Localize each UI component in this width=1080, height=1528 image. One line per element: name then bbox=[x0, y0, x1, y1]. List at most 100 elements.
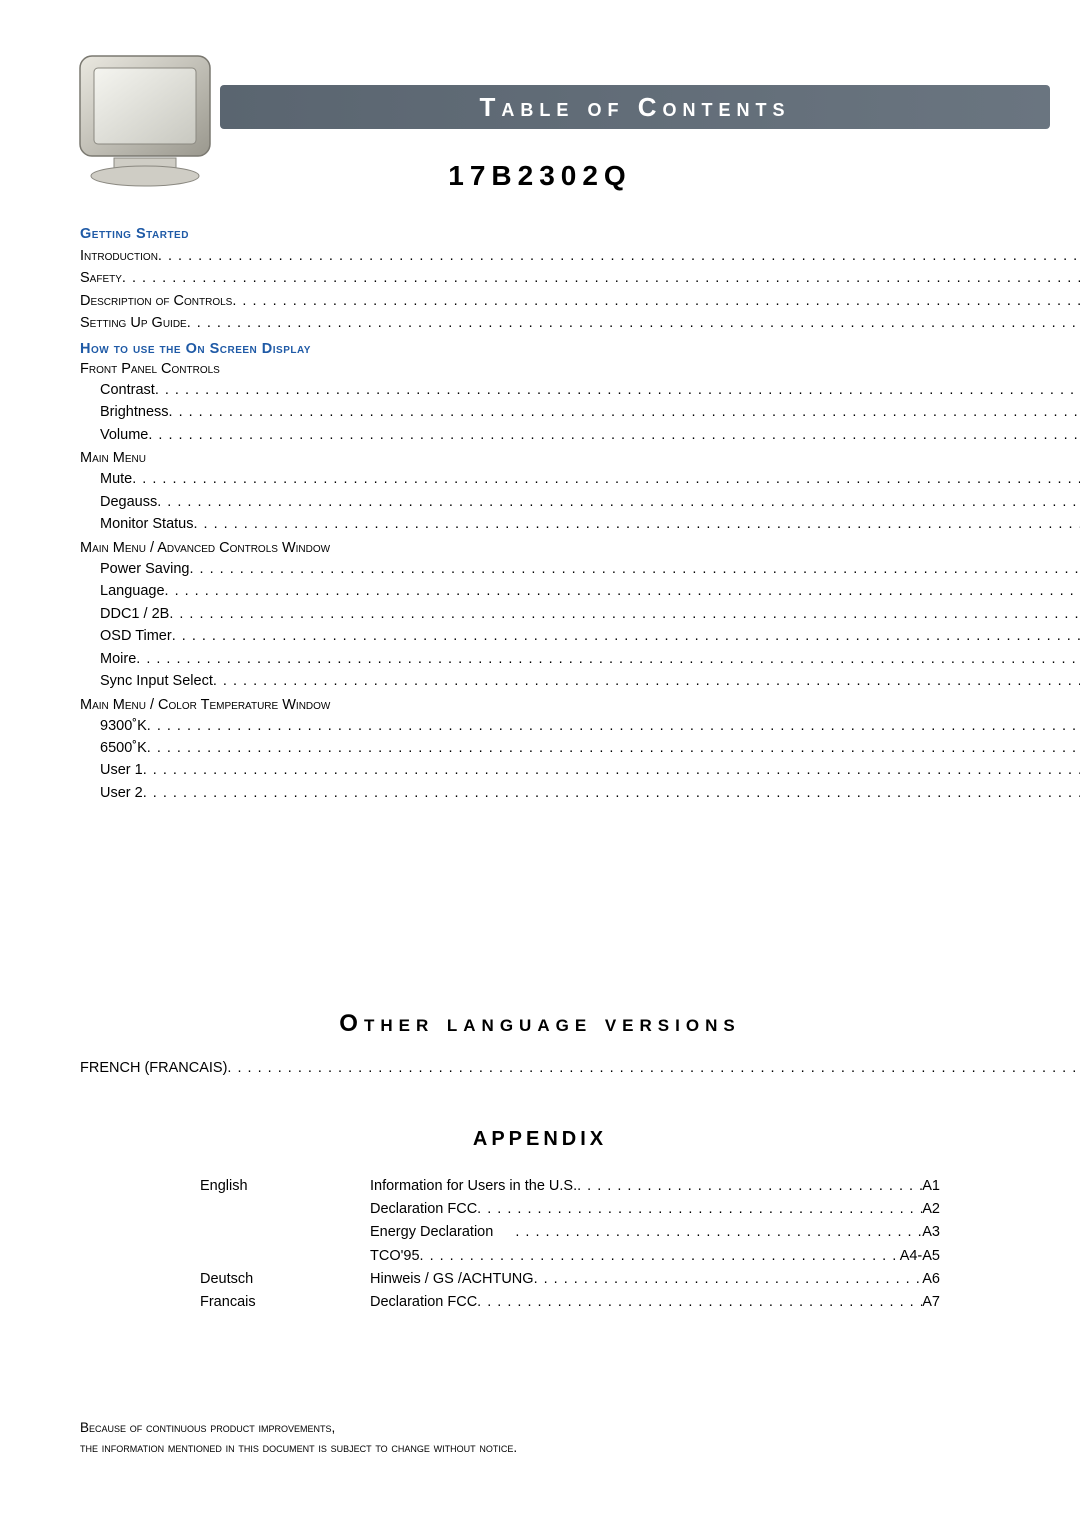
toc-dots bbox=[165, 580, 1080, 602]
toc-row: Brightness4 bbox=[80, 401, 1080, 423]
toc-row: Introduction1 bbox=[80, 245, 1080, 267]
toc-subhead: Main Menu bbox=[80, 450, 1080, 466]
toc-row: Sync Input Select9 bbox=[80, 670, 1080, 692]
toc-dots bbox=[136, 648, 1080, 670]
toc-dots bbox=[147, 737, 1080, 759]
toc-label: Monitor Status bbox=[100, 513, 194, 535]
toc-dots bbox=[155, 379, 1080, 401]
toc-label: Language bbox=[100, 580, 165, 602]
toc-label: Brightness bbox=[100, 401, 169, 423]
toc-row: Monitor Status6 bbox=[80, 513, 1080, 535]
toc-row: 6500˚K10 bbox=[80, 737, 1080, 759]
toc-row: Volume5 bbox=[80, 424, 1080, 446]
toc-row: 9300˚K10 bbox=[80, 715, 1080, 737]
toc-label: Degauss bbox=[100, 491, 157, 513]
toc-dots bbox=[172, 625, 1080, 647]
toc-label: Mute bbox=[100, 468, 132, 490]
toc-dots bbox=[147, 715, 1080, 737]
toc-row: User 211 bbox=[80, 782, 1080, 804]
appendix-page: A7 bbox=[922, 1291, 940, 1314]
appendix-lang: English bbox=[200, 1175, 370, 1198]
footnote-line: Because of continuous product improvemen… bbox=[80, 1418, 1000, 1438]
appendix-label: Declaration FCC bbox=[370, 1198, 477, 1221]
toc-row: Moire9 bbox=[80, 648, 1080, 670]
appendix-label: Information for Users in the U.S. bbox=[370, 1175, 577, 1198]
toc-label: 9300˚K bbox=[100, 715, 147, 737]
toc-row: Contrast4 bbox=[80, 379, 1080, 401]
appendix-lang: Francais bbox=[200, 1291, 370, 1314]
footnote-line: the information mentioned in this docume… bbox=[80, 1438, 1000, 1458]
toc-dots bbox=[157, 491, 1080, 513]
appendix-page: A4-A5 bbox=[900, 1245, 940, 1268]
appendix-label: Hinweis / GS /ACHTUNG bbox=[370, 1268, 534, 1291]
toc-label: Volume bbox=[100, 424, 148, 446]
toc-dots bbox=[194, 513, 1080, 535]
toc-row: User 111 bbox=[80, 759, 1080, 781]
toc-row: Mute5 bbox=[80, 468, 1080, 490]
toc-row: Power Saving7 bbox=[80, 558, 1080, 580]
toc-dots bbox=[132, 468, 1080, 490]
appendix-dots bbox=[420, 1245, 900, 1268]
toc-label: Power Saving bbox=[100, 558, 189, 580]
toc-dots bbox=[213, 670, 1080, 692]
toc-subhead: Front Panel Controls bbox=[80, 361, 1080, 377]
header-bar: Table of Contents bbox=[220, 85, 1050, 129]
toc-dots bbox=[227, 1060, 1080, 1076]
footnote: Because of continuous product improvemen… bbox=[80, 1418, 1000, 1459]
appendix-label: Energy Declaration bbox=[370, 1221, 493, 1244]
appendix-page: A6 bbox=[922, 1268, 940, 1291]
appendix-row: Energy Declaration A3 bbox=[200, 1221, 940, 1244]
toc-left-column: Getting StartedIntroduction1Safety1Descr… bbox=[80, 220, 1080, 804]
toc-row: DDC1 / 2B8 bbox=[80, 603, 1080, 625]
appendix-page: A1 bbox=[922, 1175, 940, 1198]
toc-label: Contrast bbox=[100, 379, 155, 401]
appendix-row: Declaration FCC A2 bbox=[200, 1198, 940, 1221]
appendix-lang: Deutsch bbox=[200, 1268, 370, 1291]
toc-row: FRENCH (FRANCAIS) 20 bbox=[80, 1060, 1080, 1076]
appendix-heading: APPENDIX bbox=[0, 1128, 1080, 1151]
toc-label: 6500˚K bbox=[100, 737, 147, 759]
toc-row: Setting Up GuideFoldout bbox=[80, 312, 1080, 334]
toc-row: OSD Timer8 bbox=[80, 625, 1080, 647]
toc-label: Safety bbox=[80, 267, 122, 289]
appendix-dots bbox=[515, 1221, 922, 1244]
toc-label: DDC1 / 2B bbox=[100, 603, 169, 625]
appendix-block: EnglishInformation for Users in the U.S.… bbox=[200, 1175, 940, 1314]
toc-dots bbox=[148, 424, 1080, 446]
toc-label: OSD Timer bbox=[100, 625, 172, 647]
toc-section-head: How to use the On Screen Display bbox=[80, 341, 1080, 357]
toc-dots bbox=[169, 603, 1080, 625]
toc-columns: Getting StartedIntroduction1Safety1Descr… bbox=[80, 220, 1000, 804]
toc-dots bbox=[158, 245, 1080, 267]
toc-label: FRENCH (FRANCAIS) bbox=[80, 1060, 227, 1076]
appendix-dots bbox=[577, 1175, 922, 1198]
toc-label: User 2 bbox=[100, 782, 143, 804]
toc-subhead: Main Menu / Advanced Controls Window bbox=[80, 540, 1080, 556]
toc-label: Setting Up Guide bbox=[80, 312, 187, 334]
toc-section-head: Getting Started bbox=[80, 226, 1080, 242]
appendix-page: A3 bbox=[922, 1221, 940, 1244]
appendix-row: FrancaisDeclaration FCC A7 bbox=[200, 1291, 940, 1314]
toc-subhead: Main Menu / Color Temperature Window bbox=[80, 697, 1080, 713]
header-title: Table of Contents bbox=[479, 92, 790, 123]
appendix-row: TCO'95 A4-A5 bbox=[200, 1245, 940, 1268]
toc-dots bbox=[143, 782, 1080, 804]
toc-dots bbox=[232, 290, 1080, 312]
toc-dots bbox=[169, 401, 1080, 423]
language-row: FRENCH (FRANCAIS) 20 SPANISH (ESPAÑOL) 4… bbox=[80, 1060, 1000, 1076]
toc-dots bbox=[187, 312, 1080, 334]
appendix-label: Declaration FCC bbox=[370, 1291, 477, 1314]
toc-row: Degauss6 bbox=[80, 491, 1080, 513]
toc-dots bbox=[122, 267, 1080, 289]
toc-dots bbox=[189, 558, 1080, 580]
appendix-page: A2 bbox=[922, 1198, 940, 1221]
toc-label: User 1 bbox=[100, 759, 143, 781]
model-number: 17B2302Q bbox=[0, 160, 1080, 192]
toc-label: Description of Controls bbox=[80, 290, 232, 312]
appendix-row: EnglishInformation for Users in the U.S.… bbox=[200, 1175, 940, 1198]
appendix-dots bbox=[477, 1198, 922, 1221]
toc-label: Introduction bbox=[80, 245, 158, 267]
appendix-dots bbox=[477, 1291, 922, 1314]
toc-label: Moire bbox=[100, 648, 136, 670]
toc-row: Description of Controls2-3 bbox=[80, 290, 1080, 312]
